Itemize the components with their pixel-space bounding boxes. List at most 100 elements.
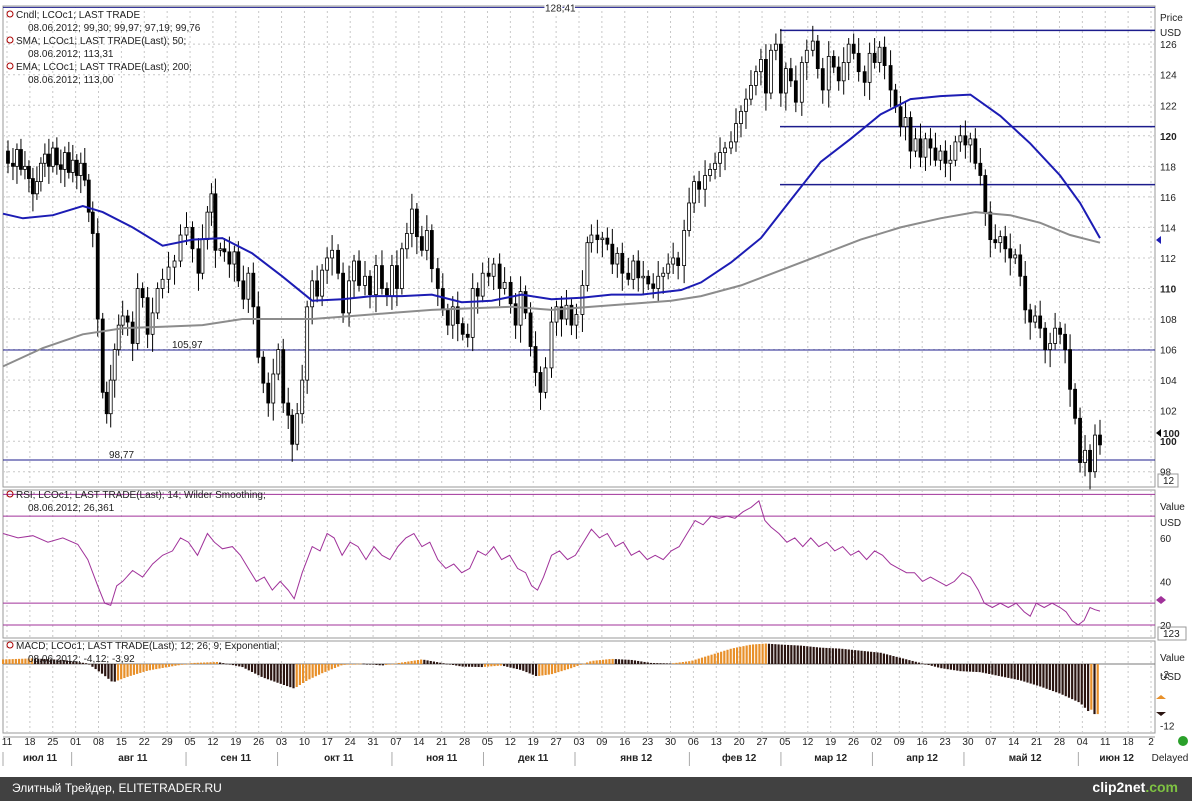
macd-histogram-bar [783, 644, 787, 664]
macd-histogram-bar [937, 664, 940, 668]
macd-histogram-bar [458, 664, 461, 667]
x-day-tick: 18 [24, 737, 36, 748]
candle-body [236, 251, 241, 282]
macd-histogram-bar [487, 664, 490, 667]
macd-histogram-bar [1032, 664, 1035, 685]
candle-body [190, 227, 195, 250]
macd-histogram-bar [668, 663, 672, 665]
candle-body [559, 306, 564, 320]
candle-body [1038, 315, 1043, 329]
candle-body [646, 275, 651, 285]
macd-histogram-bar [219, 662, 222, 664]
legend-line: Cndl; LCOc1; LAST TRADE [16, 10, 140, 21]
macd-histogram-bar [391, 663, 394, 665]
macd-histogram-bar [1026, 664, 1029, 683]
candle-body [66, 152, 71, 173]
candle-body [424, 230, 429, 251]
x-day-tick: 07 [390, 737, 402, 748]
macd-histogram-bar [129, 664, 132, 676]
candle-body [374, 265, 378, 296]
macd-histogram-bar [518, 664, 522, 670]
macd-histogram-bar [633, 660, 637, 664]
macd-histogram-bar [346, 664, 349, 665]
macd-histogram-bar [933, 664, 937, 667]
candle-body [666, 263, 671, 274]
macd-histogram-bar [187, 663, 190, 665]
macd-histogram-bar [745, 645, 748, 664]
macd-histogram-bar [672, 663, 675, 664]
candle-body [281, 349, 286, 404]
price-scale-label: 12 [1163, 476, 1175, 487]
macd-histogram-bar [1029, 664, 1032, 684]
macd-histogram-bar [362, 663, 365, 665]
candle-body [513, 303, 518, 326]
candle-body [1063, 333, 1067, 350]
macd-histogram-bar [212, 662, 215, 664]
macd-histogram-bar [43, 658, 46, 664]
macd-histogram-bar [426, 660, 429, 664]
candle-body [605, 237, 610, 245]
macd-histogram-bar [46, 659, 49, 664]
macd-histogram-bar [116, 664, 120, 681]
candle-body [851, 43, 856, 54]
macd-histogram-bar [930, 664, 933, 666]
candle-body [46, 153, 51, 167]
x-month-tick: ноя 11 [426, 753, 458, 764]
macd-histogram-bar [771, 643, 774, 664]
macd-histogram-bar [301, 664, 305, 683]
macd-histogram-bar [1020, 664, 1023, 681]
macd-histogram-bar [694, 659, 697, 664]
macd-histogram-bar [397, 662, 400, 664]
macd-histogram-bar [595, 660, 598, 664]
macd-histogram-bar [729, 648, 732, 664]
macd-histogram-bar [984, 664, 988, 674]
clip2net-logo[interactable]: clip2net.com [1092, 779, 1178, 795]
macd-histogram-bar [442, 663, 445, 664]
legend-icon [6, 36, 14, 44]
macd-histogram-bar [136, 664, 139, 674]
macd-histogram-bar [445, 663, 448, 665]
candle-body [172, 260, 177, 268]
macd-histogram-bar [407, 661, 410, 664]
candle-body [1033, 315, 1038, 323]
macd-histogram-bar [97, 664, 100, 672]
macd-histogram-bar [1042, 664, 1045, 688]
macd-histogram-bar [531, 664, 534, 675]
macd-histogram-bar [624, 659, 627, 664]
candle-body [266, 382, 271, 404]
macd-histogram-bar [665, 663, 668, 664]
macd-histogram-bar [279, 664, 282, 684]
candle-body [651, 283, 656, 289]
logo-main: clip2net [1092, 779, 1146, 795]
price-axis-unit: USD [1160, 28, 1181, 39]
macd-histogram-bar [557, 664, 560, 673]
macd-histogram-bar [684, 661, 688, 664]
macd-histogram-bar [997, 664, 1000, 676]
candle-body [445, 309, 450, 326]
candle-body [58, 164, 63, 170]
macd-histogram-bar [161, 664, 164, 668]
macd-histogram-bar [471, 664, 474, 667]
candle-body [23, 165, 27, 170]
macd-histogram-bar [892, 656, 895, 664]
macd-histogram-bar [873, 652, 876, 664]
x-month-tick: окт 11 [324, 753, 354, 764]
macd-histogram-bar [467, 664, 471, 667]
level-label: 98,77 [109, 450, 134, 461]
macd-histogram-bar [308, 664, 311, 680]
macd-histogram-bar [512, 664, 515, 669]
x-day-tick: 07 [985, 737, 997, 748]
macd-histogram-bar [113, 664, 116, 682]
macd-histogram-bar [270, 664, 273, 681]
x-day-tick: 19 [825, 737, 837, 748]
candle-body [100, 318, 105, 393]
candle-body [320, 269, 325, 297]
candle-body [256, 306, 261, 358]
price-tick: 120 [1160, 132, 1177, 143]
macd-histogram-bar [107, 664, 110, 679]
macd-histogram-bar [751, 644, 755, 664]
macd-histogram-bar [885, 654, 889, 664]
x-month-tick: дек 11 [518, 753, 549, 764]
candle-body [610, 243, 615, 265]
macd-histogram-bar [1096, 664, 1099, 715]
